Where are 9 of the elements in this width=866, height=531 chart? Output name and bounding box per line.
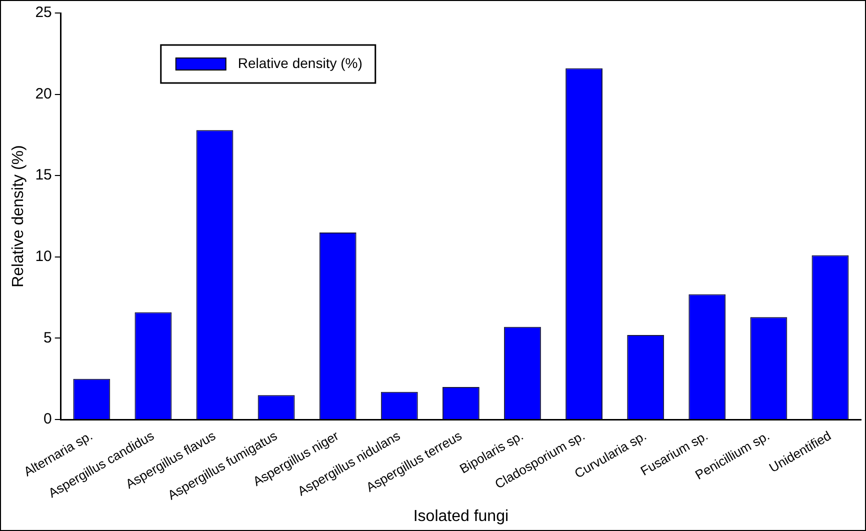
- y-tick-label: 10: [35, 248, 52, 266]
- y-axis-title: Relative density (%): [10, 145, 28, 288]
- y-tick-label: 15: [35, 166, 52, 184]
- y-tick-label: 25: [35, 4, 52, 22]
- y-tick-label: 0: [44, 410, 52, 428]
- y-tick-label: 5: [44, 329, 52, 346]
- x-axis-title: Isolated fungi: [413, 508, 509, 525]
- legend-label: Relative density (%): [238, 54, 362, 71]
- y-tick-label: 20: [35, 85, 52, 102]
